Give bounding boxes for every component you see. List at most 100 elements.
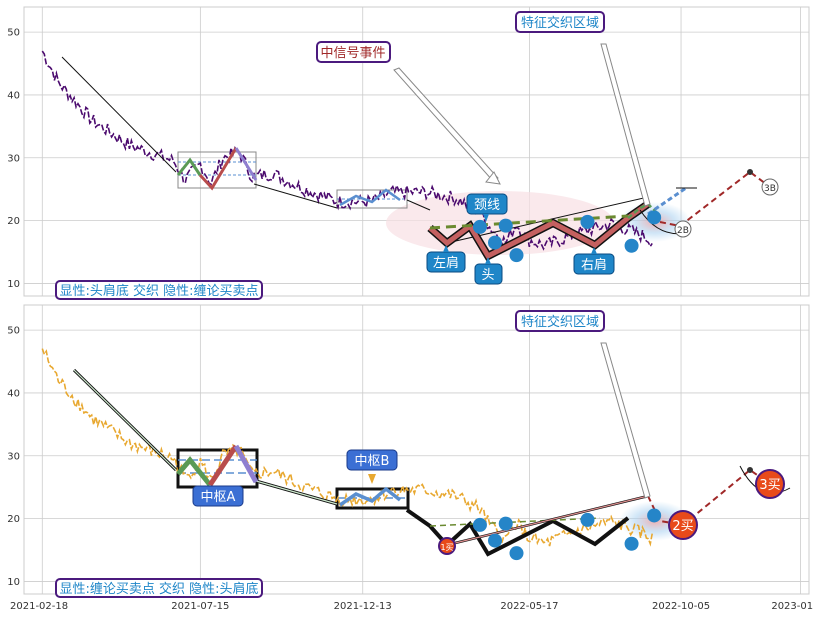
head-label: 头 xyxy=(481,268,494,283)
bottom-stroke-purple xyxy=(233,444,259,484)
top-event-box: 中信号事件 xyxy=(316,41,391,63)
top-feature-arrow xyxy=(600,43,651,207)
x-tick-label: 2023-01-24 xyxy=(771,601,813,612)
top-price-line xyxy=(41,50,653,251)
bottom-feature-arrow xyxy=(600,342,651,499)
pivot-dot xyxy=(580,512,595,527)
bottom-trend-2 xyxy=(255,480,338,505)
top-feature-label: 特征交织区域 xyxy=(521,15,599,31)
y-tick-label: 10 xyxy=(7,279,20,290)
bottom-stroke-blue xyxy=(339,486,402,507)
bottom-caption-box: 显性:缠论买卖点 交织 隐性:头肩底 xyxy=(55,578,263,598)
buy-3-label: 3买 xyxy=(759,478,780,493)
x-axis-ticks: 2021-02-18 2021-07-15 2021-12-13 2022-05-17… xyxy=(10,601,813,612)
pivot-dot xyxy=(624,536,639,551)
bottom-price-line xyxy=(41,348,653,547)
top-b2-marker: 2B xyxy=(674,220,692,238)
pivot-dot xyxy=(509,546,524,561)
pivot-dot xyxy=(498,218,513,233)
top-neckline xyxy=(429,214,629,230)
bottom-plot-area xyxy=(23,304,810,595)
y-tick-label: 40 xyxy=(7,388,20,399)
x-tick-label: 2021-12-13 xyxy=(334,601,392,612)
top-b2-label: 2B xyxy=(677,226,689,236)
buy-3-marker: 3买 xyxy=(755,469,785,499)
y-tick-label: 50 xyxy=(7,326,20,337)
left-shoulder-label: 左肩 xyxy=(433,255,459,271)
top-plot-area xyxy=(23,6,810,297)
y-tick-label: 50 xyxy=(7,28,20,39)
top-stroke-green xyxy=(176,157,202,176)
pivot-dot xyxy=(647,210,662,225)
buy-2-marker: 2买 xyxy=(668,510,698,540)
top-y-ticks: 10 20 30 40 50 xyxy=(7,28,20,290)
pivot-dot xyxy=(580,214,595,229)
right-shoulder-label: 右肩 xyxy=(581,257,607,273)
left-shoulder-box: 左肩 xyxy=(426,245,466,273)
buy-1-label: 1买 xyxy=(440,543,453,552)
pivot-b-arrow xyxy=(368,474,376,484)
pivot-b-label: 中枢B xyxy=(355,454,390,469)
pivot-dot xyxy=(498,516,513,531)
neck-label-box: 颈线 xyxy=(466,193,508,222)
x-tick-label: 2022-10-05 xyxy=(652,601,710,612)
top-proj-red xyxy=(659,170,771,228)
x-tick-label: 2021-07-15 xyxy=(171,601,229,612)
top-event-arrowhead xyxy=(485,171,501,185)
top-stroke-blue xyxy=(339,188,401,207)
y-tick-label: 30 xyxy=(7,451,20,462)
y-tick-label: 30 xyxy=(7,153,20,164)
top-proj-point xyxy=(747,169,753,175)
bottom-feature-box: 特征交织区域 xyxy=(515,310,605,332)
bottom-stroke-red xyxy=(207,444,239,487)
pivot-dot xyxy=(509,248,524,263)
pivot-dot xyxy=(488,235,502,250)
bottom-pivot-dots xyxy=(472,508,662,561)
pivot-dot xyxy=(624,238,639,253)
top-proj-green xyxy=(627,202,661,219)
top-caption: 显性:头肩底 交织 隐性:缠论买卖点 xyxy=(59,283,258,299)
top-trend-3 xyxy=(406,199,431,211)
buy-1-marker: 1买 xyxy=(438,537,456,555)
pivot-dot xyxy=(472,517,487,532)
bottom-trend-1 xyxy=(73,369,177,471)
neck-label: 颈线 xyxy=(474,198,500,213)
pivot-dot xyxy=(488,533,502,548)
bottom-stroke-green xyxy=(176,456,212,487)
pivot-b-box: 中枢B xyxy=(346,449,398,471)
y-tick-label: 20 xyxy=(7,216,20,227)
bottom-feature-label: 特征交织区域 xyxy=(521,314,599,330)
bottom-neckline xyxy=(429,517,601,527)
top-b3-marker: 3B xyxy=(761,178,779,196)
bottom-y-ticks: 10 20 30 40 50 xyxy=(7,326,20,588)
top-feature-box: 特征交织区域 xyxy=(515,11,605,33)
bottom-zigzag xyxy=(405,508,630,557)
top-stroke-red xyxy=(198,147,238,191)
y-tick-label: 20 xyxy=(7,514,20,525)
buy-2-label: 2买 xyxy=(672,519,693,534)
x-tick-label: 2021-02-18 xyxy=(10,601,68,612)
y-tick-label: 40 xyxy=(7,90,20,101)
top-trend-1 xyxy=(61,56,177,173)
pivot-a-box: 中枢A xyxy=(192,485,244,507)
top-stroke-purple xyxy=(234,147,258,181)
bottom-panel: 10 20 30 40 50 xyxy=(7,304,810,598)
top-caption-box: 显性:头肩底 交织 隐性:缠论买卖点 xyxy=(55,280,263,300)
right-shoulder-box: 右肩 xyxy=(573,247,615,275)
top-b3-label: 3B xyxy=(764,184,776,194)
top-trend-2 xyxy=(253,183,338,209)
top-event-arrow xyxy=(393,67,499,182)
head-box: 头 xyxy=(474,257,503,285)
bottom-proj-point xyxy=(747,467,753,473)
top-event-label: 中信号事件 xyxy=(320,46,385,61)
bottom-trend-3 xyxy=(446,495,649,546)
top-hs-stroke xyxy=(428,201,650,260)
top-pivot-dots xyxy=(472,210,662,263)
y-tick-label: 10 xyxy=(7,577,20,588)
top-grid xyxy=(24,7,809,296)
pivot-dot xyxy=(647,508,662,523)
bottom-caption: 显性:缠论买卖点 交织 隐性:头肩底 xyxy=(59,581,258,597)
top-panel: 10 20 30 40 50 xyxy=(7,6,810,300)
pivot-a-label: 中枢A xyxy=(201,490,236,505)
